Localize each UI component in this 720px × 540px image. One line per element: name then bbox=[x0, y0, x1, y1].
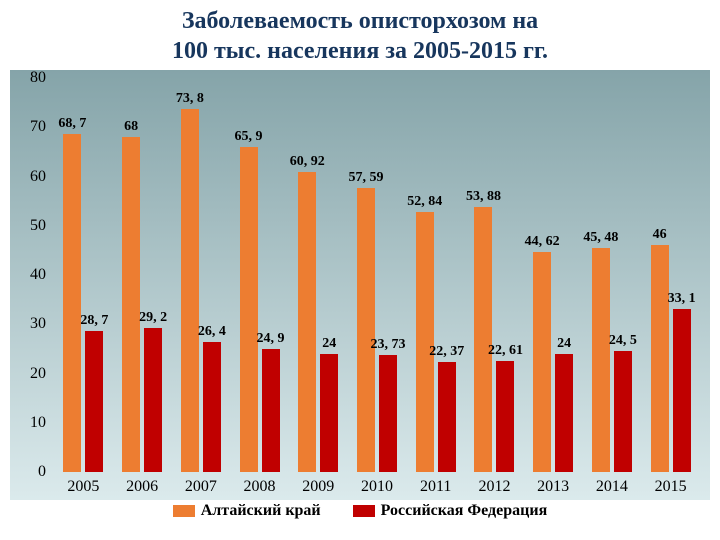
value-label: 33, 1 bbox=[668, 291, 696, 307]
y-tick: 0 bbox=[10, 463, 46, 481]
chart-area: 68, 7 68 73, 8 65, 9 60, 92 57, 59 52, 84 53, 8… bbox=[10, 70, 710, 500]
value-label: 68, 7 bbox=[58, 116, 86, 132]
x-tick: 2007 bbox=[185, 478, 217, 496]
x-tick: 2006 bbox=[126, 478, 158, 496]
x-tick: 2014 bbox=[596, 478, 628, 496]
value-label: 24 bbox=[322, 336, 336, 352]
bar bbox=[357, 188, 375, 472]
legend-label-altai: Алтайский край bbox=[201, 502, 321, 519]
value-label: 29, 2 bbox=[139, 310, 167, 326]
y-tick: 10 bbox=[10, 414, 46, 432]
x-tick: 2010 bbox=[361, 478, 393, 496]
bar bbox=[555, 354, 573, 472]
value-label: 22, 61 bbox=[488, 343, 523, 359]
y-tick: 70 bbox=[10, 118, 46, 136]
value-label: 57, 59 bbox=[349, 170, 384, 186]
bar bbox=[122, 137, 140, 472]
value-label: 24, 5 bbox=[609, 333, 637, 349]
value-label: 26, 4 bbox=[198, 324, 226, 340]
legend: Алтайский край Российская Федерация bbox=[10, 502, 710, 520]
y-tick: 20 bbox=[10, 365, 46, 383]
value-label: 53, 88 bbox=[466, 189, 501, 205]
bar bbox=[63, 134, 81, 472]
value-label: 73, 8 bbox=[176, 91, 204, 107]
y-tick: 30 bbox=[10, 315, 46, 333]
x-tick: 2013 bbox=[537, 478, 569, 496]
bar bbox=[614, 351, 632, 472]
bar bbox=[416, 212, 434, 472]
x-tick: 2012 bbox=[478, 478, 510, 496]
legend-item-russia: Российская Федерация bbox=[353, 502, 548, 520]
x-tick: 2008 bbox=[244, 478, 276, 496]
value-label: 22, 37 bbox=[429, 344, 464, 360]
y-tick: 50 bbox=[10, 217, 46, 235]
value-label: 24 bbox=[557, 336, 571, 352]
bar bbox=[262, 349, 280, 472]
value-label: 28, 7 bbox=[80, 313, 108, 329]
x-tick: 2005 bbox=[67, 478, 99, 496]
bar bbox=[673, 309, 691, 472]
bar bbox=[496, 361, 514, 472]
legend-swatch-russia bbox=[353, 505, 375, 517]
bar bbox=[651, 245, 669, 472]
x-tick: 2011 bbox=[420, 478, 451, 496]
bar bbox=[474, 207, 492, 472]
y-tick: 80 bbox=[10, 69, 46, 87]
y-tick: 60 bbox=[10, 168, 46, 186]
title-line2: 100 тыс. населения за 2005-2015 гг. bbox=[172, 38, 548, 64]
plot-area: 68, 7 68 73, 8 65, 9 60, 92 57, 59 52, 84 53, 8… bbox=[54, 78, 700, 472]
title-line1: Заболеваемость описторхозом на bbox=[182, 8, 538, 34]
legend-item-altai: Алтайский край bbox=[173, 502, 321, 520]
bar bbox=[144, 328, 162, 472]
bar bbox=[320, 354, 338, 472]
bar bbox=[379, 355, 397, 472]
legend-label-russia: Российская Федерация bbox=[381, 502, 548, 519]
bar bbox=[85, 331, 103, 472]
value-label: 68 bbox=[124, 119, 138, 135]
y-tick: 40 bbox=[10, 266, 46, 284]
value-label: 60, 92 bbox=[290, 154, 325, 170]
value-label: 44, 62 bbox=[525, 234, 560, 250]
bar bbox=[181, 109, 199, 472]
value-label: 65, 9 bbox=[235, 129, 263, 145]
bar bbox=[438, 362, 456, 472]
bar bbox=[592, 248, 610, 472]
chart-title: Заболеваемость описторхозом на 100 тыс. … bbox=[0, 0, 720, 66]
x-tick: 2009 bbox=[302, 478, 334, 496]
value-label: 46 bbox=[653, 227, 667, 243]
value-label: 23, 73 bbox=[371, 337, 406, 353]
value-label: 24, 9 bbox=[257, 331, 285, 347]
value-label: 52, 84 bbox=[407, 194, 442, 210]
bar bbox=[240, 147, 258, 472]
bar bbox=[298, 172, 316, 472]
x-tick: 2015 bbox=[655, 478, 687, 496]
bar bbox=[533, 252, 551, 472]
bar bbox=[203, 342, 221, 472]
value-label: 45, 48 bbox=[583, 230, 618, 246]
legend-swatch-altai bbox=[173, 505, 195, 517]
